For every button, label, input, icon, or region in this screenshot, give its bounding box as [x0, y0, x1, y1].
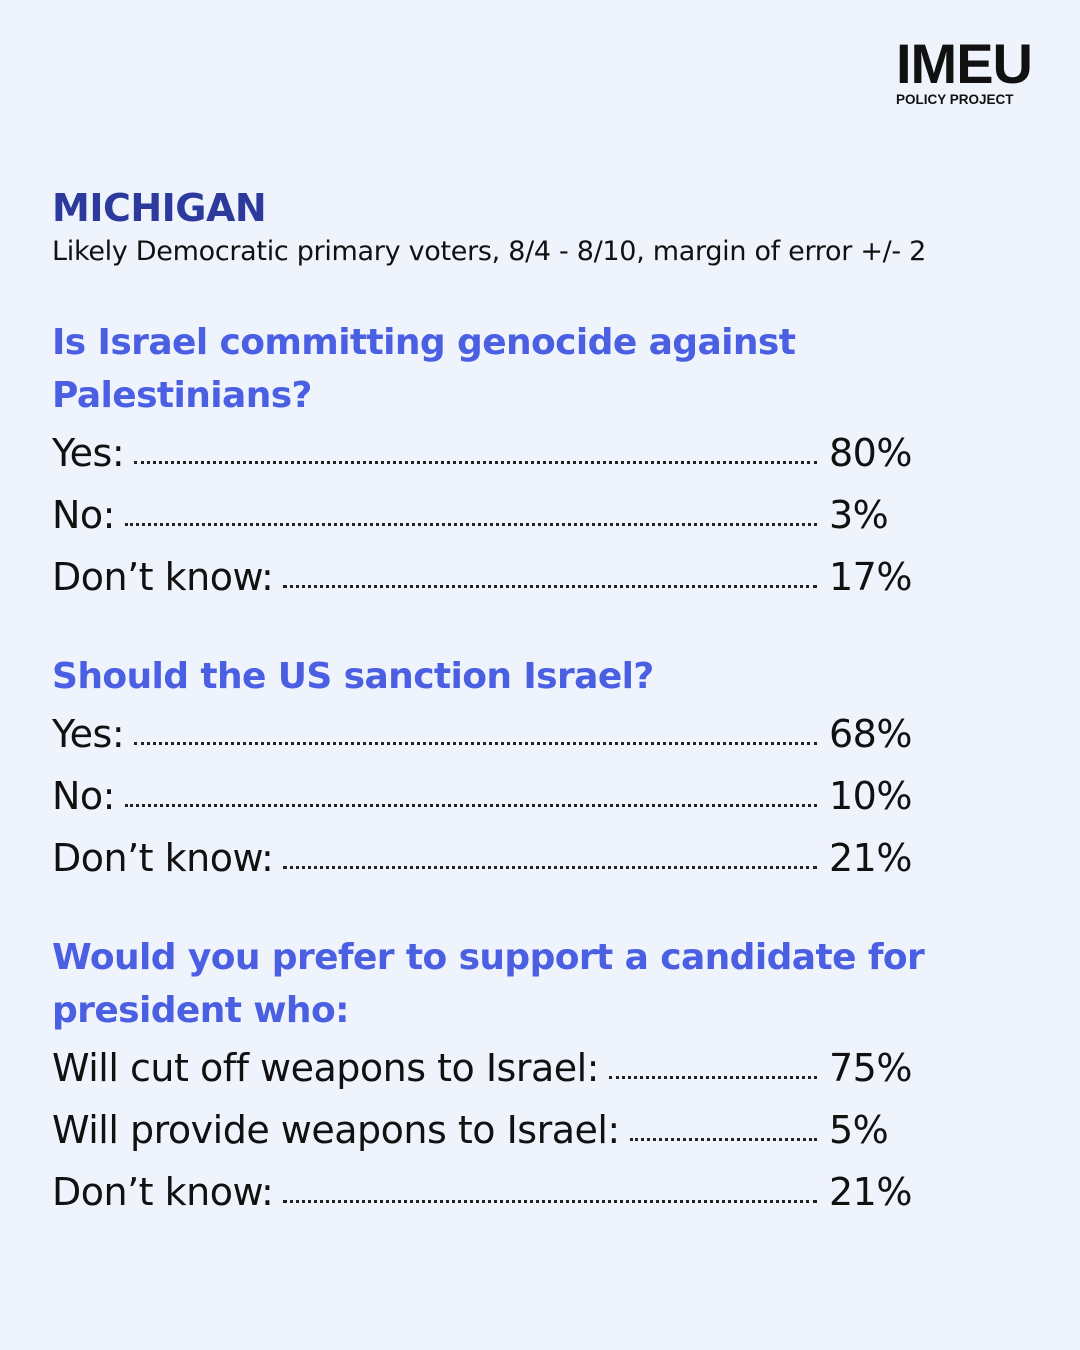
question: Is Israel committing genocide against Pa… — [52, 322, 796, 416]
logo-subtitle: POLICY PROJECT — [896, 92, 1014, 107]
question-block: Is Israel committing genocide against Pa… — [52, 316, 1012, 608]
answer-value: 80% — [829, 431, 912, 475]
dot-leader — [283, 866, 817, 869]
answer-label: Don’t know: — [52, 836, 274, 880]
answer-value: 3% — [829, 493, 889, 537]
dot-leader — [283, 1200, 817, 1203]
question-block: Should the US sanction Israel? Yes: 68% No:… — [52, 650, 1012, 889]
answer-label: Don’t know: — [52, 1170, 274, 1214]
answer-row: No: 3% — [52, 484, 917, 546]
title: MICHIGAN — [52, 186, 267, 230]
subtitle: Likely Democratic primary voters, 8/4 - … — [52, 236, 927, 267]
answer-row: Will provide weapons to Israel: 5% — [52, 1099, 917, 1161]
question: Would you prefer to support a candidate … — [52, 937, 925, 1031]
dot-leader — [283, 585, 817, 588]
answer-value: 10% — [829, 774, 912, 818]
answer-value: 75% — [829, 1046, 912, 1090]
answer-value: 5% — [829, 1108, 889, 1152]
answer-row: Don’t know: 17% — [52, 546, 917, 608]
answer-label: Yes: — [52, 712, 125, 756]
question-block: Would you prefer to support a candidate … — [52, 931, 1012, 1223]
answer-row: Will cut off weapons to Israel: 75% — [52, 1037, 917, 1099]
answer-row: Yes: 80% — [52, 422, 917, 484]
dot-leader — [124, 804, 817, 807]
answer-row: Don’t know: 21% — [52, 1161, 917, 1223]
answer-label: Yes: — [52, 431, 125, 475]
answer-label: No: — [52, 493, 115, 537]
answer-label: No: — [52, 774, 115, 818]
answer-label: Will provide weapons to Israel: — [52, 1108, 620, 1152]
logo: IMEU POLICY PROJECT — [896, 32, 1033, 108]
dot-leader — [609, 1076, 817, 1079]
answer-value: 17% — [829, 555, 912, 599]
answer-row: Yes: 68% — [52, 703, 917, 765]
question: Should the US sanction Israel? — [52, 656, 654, 697]
logo-name: IMEU — [896, 32, 1033, 95]
answer-label: Don’t know: — [52, 555, 274, 599]
dot-leader — [134, 461, 817, 464]
answer-value: 21% — [829, 836, 912, 880]
dot-leader — [629, 1138, 817, 1141]
answer-label: Will cut off weapons to Israel: — [52, 1046, 600, 1090]
answer-value: 21% — [829, 1170, 912, 1214]
answer-row: No: 10% — [52, 765, 917, 827]
dot-leader — [134, 742, 817, 745]
answer-value: 68% — [829, 712, 912, 756]
answer-row: Don’t know: 21% — [52, 827, 917, 889]
dot-leader — [124, 523, 817, 526]
